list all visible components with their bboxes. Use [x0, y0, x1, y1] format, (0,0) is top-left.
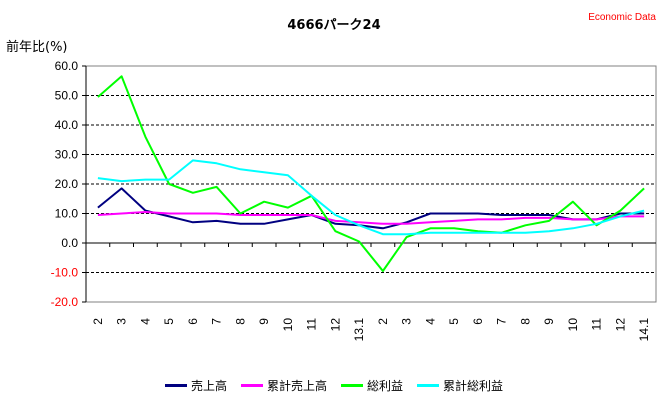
legend-label: 総利益: [367, 378, 404, 393]
x-tick-label: 8: [233, 318, 247, 325]
x-tick-label: 11: [590, 318, 604, 331]
x-tick-label: 6: [471, 318, 485, 325]
x-tick-label: 7: [210, 318, 224, 325]
x-tick-label: 14.1: [637, 318, 651, 342]
x-tick-label: 7: [495, 318, 509, 325]
legend-swatch: [341, 383, 364, 387]
series-line-3: [97, 75, 645, 272]
legend-swatch: [241, 383, 264, 387]
x-tick-label: 11: [305, 318, 319, 331]
x-tick-label: 5: [162, 318, 176, 325]
y-tick-label: 60.0: [55, 59, 79, 73]
legend-item: 累計売上高: [241, 377, 327, 394]
y-axis-label: 前年比(%): [6, 40, 68, 55]
legend-item: 売上高: [165, 377, 227, 394]
x-tick-label: 8: [518, 318, 532, 325]
x-tick-label: 10: [281, 318, 295, 332]
x-tick-label: 3: [115, 318, 129, 325]
x-tick-label: 6: [186, 318, 200, 325]
legend-item: 累計総利益: [417, 377, 503, 394]
y-tick-label: -10.0: [51, 266, 79, 280]
y-tick-label: 0.0: [61, 236, 78, 250]
x-tick-label: 4: [423, 318, 437, 325]
legend-label: 売上高: [191, 378, 228, 393]
x-tick-label: 4: [138, 318, 152, 325]
legend-swatch: [165, 383, 187, 387]
y-tick-label: 50.0: [55, 89, 79, 103]
y-tick-label: 40.0: [55, 118, 79, 132]
legend-swatch: [417, 383, 440, 387]
y-tick-label: -20.0: [51, 295, 79, 309]
legend-label: 累計総利益: [443, 378, 504, 393]
x-tick-label: 12: [328, 318, 342, 332]
x-tick-label: 12: [613, 318, 627, 332]
source-label: Economic Data: [588, 12, 656, 23]
series-line-1: [97, 187, 645, 230]
series-line-4: [97, 159, 645, 236]
x-tick-label: 2: [91, 318, 105, 325]
x-tick-label: 10: [566, 318, 580, 332]
chart-title: 4666パーク24: [287, 18, 381, 33]
y-tick-label: 30.0: [55, 148, 79, 162]
legend-label: 累計売上高: [267, 378, 328, 393]
x-tick-label: 2: [376, 318, 390, 325]
x-tick-label: 9: [542, 318, 556, 325]
x-tick-label: 9: [257, 318, 271, 325]
x-tick-label: 13.1: [352, 318, 366, 342]
legend-item: 総利益: [341, 377, 403, 394]
x-tick-label: 3: [400, 318, 414, 325]
y-tick-label: 20.0: [55, 177, 79, 191]
x-tick-label: 5: [447, 318, 461, 325]
y-tick-label: 10.0: [55, 207, 79, 221]
legend: 売上高 累計売上高 総利益 累計総利益: [165, 375, 503, 395]
